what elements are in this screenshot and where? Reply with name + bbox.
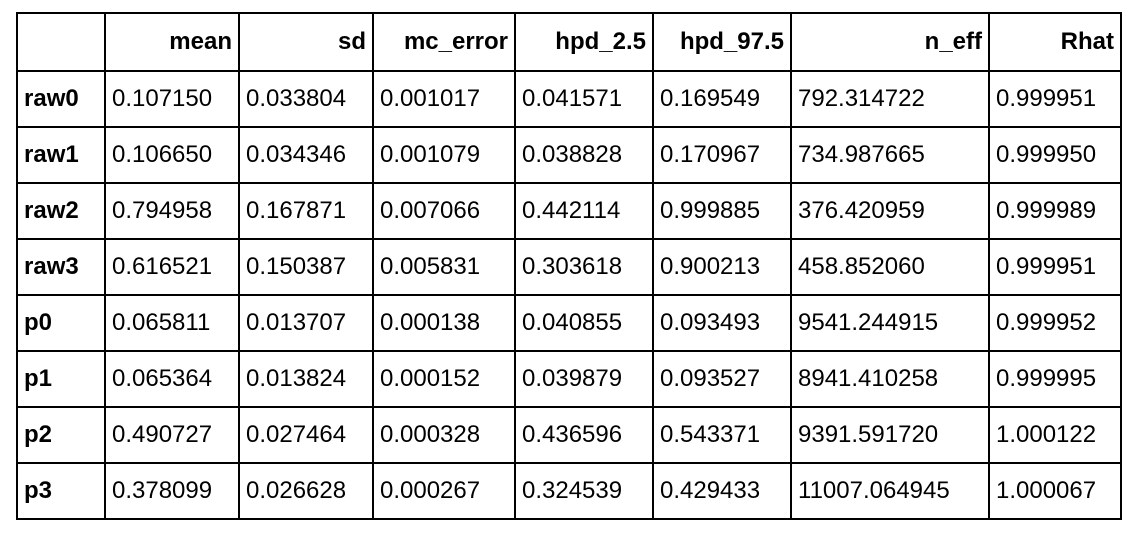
table-row: p3 0.378099 0.026628 0.000267 0.324539 0… — [16, 462, 1122, 520]
row-index-cell: p3 — [16, 462, 106, 520]
hpd-97-5-cell: 0.093493 — [652, 294, 792, 352]
sd-cell: 0.033804 — [238, 70, 374, 128]
column-header-hpd-2-5: hpd_2.5 — [514, 12, 654, 72]
hpd-97-5-cell: 0.999885 — [652, 182, 792, 240]
n-eff-cell: 8941.410258 — [790, 350, 990, 408]
hpd-2-5-cell: 0.038828 — [514, 126, 654, 184]
hpd-2-5-cell: 0.040855 — [514, 294, 654, 352]
summary-table: mean sd mc_error hpd_2.5 hpd_97.5 n_eff … — [16, 12, 1122, 520]
hpd-97-5-cell: 0.900213 — [652, 238, 792, 296]
hpd-97-5-cell: 0.170967 — [652, 126, 792, 184]
column-header-mean: mean — [104, 12, 240, 72]
row-index-cell: raw2 — [16, 182, 106, 240]
rhat-cell: 0.999952 — [988, 294, 1122, 352]
hpd-2-5-cell: 0.039879 — [514, 350, 654, 408]
n-eff-cell: 9541.244915 — [790, 294, 990, 352]
hpd-97-5-cell: 0.429433 — [652, 462, 792, 520]
column-header-mc-error: mc_error — [372, 12, 516, 72]
column-header-sd: sd — [238, 12, 374, 72]
mc-error-cell: 0.005831 — [372, 238, 516, 296]
table-row: raw2 0.794958 0.167871 0.007066 0.442114… — [16, 182, 1122, 240]
hpd-2-5-cell: 0.324539 — [514, 462, 654, 520]
column-header-hpd-97-5: hpd_97.5 — [652, 12, 792, 72]
row-index-cell: raw0 — [16, 70, 106, 128]
sd-cell: 0.013707 — [238, 294, 374, 352]
rhat-cell: 0.999989 — [988, 182, 1122, 240]
n-eff-cell: 11007.064945 — [790, 462, 990, 520]
sd-cell: 0.167871 — [238, 182, 374, 240]
sd-cell: 0.034346 — [238, 126, 374, 184]
row-index-cell: p0 — [16, 294, 106, 352]
mc-error-cell: 0.007066 — [372, 182, 516, 240]
rhat-cell: 0.999951 — [988, 70, 1122, 128]
mc-error-cell: 0.000138 — [372, 294, 516, 352]
table-row: p1 0.065364 0.013824 0.000152 0.039879 0… — [16, 350, 1122, 408]
mc-error-cell: 0.000152 — [372, 350, 516, 408]
table-row: raw3 0.616521 0.150387 0.005831 0.303618… — [16, 238, 1122, 296]
column-header-rhat: Rhat — [988, 12, 1122, 72]
hpd-2-5-cell: 0.436596 — [514, 406, 654, 464]
mc-error-cell: 0.000328 — [372, 406, 516, 464]
mean-cell: 0.794958 — [104, 182, 240, 240]
hpd-97-5-cell: 0.093527 — [652, 350, 792, 408]
n-eff-cell: 458.852060 — [790, 238, 990, 296]
mean-cell: 0.107150 — [104, 70, 240, 128]
hpd-2-5-cell: 0.442114 — [514, 182, 654, 240]
hpd-97-5-cell: 0.169549 — [652, 70, 792, 128]
sd-cell: 0.027464 — [238, 406, 374, 464]
n-eff-cell: 9391.591720 — [790, 406, 990, 464]
mean-cell: 0.490727 — [104, 406, 240, 464]
mean-cell: 0.106650 — [104, 126, 240, 184]
mean-cell: 0.378099 — [104, 462, 240, 520]
n-eff-cell: 792.314722 — [790, 70, 990, 128]
row-index-cell: p1 — [16, 350, 106, 408]
mean-cell: 0.065364 — [104, 350, 240, 408]
rhat-cell: 0.999951 — [988, 238, 1122, 296]
table-row: raw0 0.107150 0.033804 0.001017 0.041571… — [16, 70, 1122, 128]
n-eff-cell: 376.420959 — [790, 182, 990, 240]
column-header-index — [16, 12, 106, 72]
header-row: mean sd mc_error hpd_2.5 hpd_97.5 n_eff … — [16, 12, 1122, 72]
rhat-cell: 0.999995 — [988, 350, 1122, 408]
mc-error-cell: 0.001017 — [372, 70, 516, 128]
row-index-cell: raw3 — [16, 238, 106, 296]
column-header-n-eff: n_eff — [790, 12, 990, 72]
mean-cell: 0.065811 — [104, 294, 240, 352]
rhat-cell: 0.999950 — [988, 126, 1122, 184]
rhat-cell: 1.000122 — [988, 406, 1122, 464]
table-row: p0 0.065811 0.013707 0.000138 0.040855 0… — [16, 294, 1122, 352]
row-index-cell: raw1 — [16, 126, 106, 184]
mc-error-cell: 0.000267 — [372, 462, 516, 520]
hpd-2-5-cell: 0.303618 — [514, 238, 654, 296]
hpd-97-5-cell: 0.543371 — [652, 406, 792, 464]
sd-cell: 0.150387 — [238, 238, 374, 296]
mc-error-cell: 0.001079 — [372, 126, 516, 184]
table-row: raw1 0.106650 0.034346 0.001079 0.038828… — [16, 126, 1122, 184]
mean-cell: 0.616521 — [104, 238, 240, 296]
rhat-cell: 1.000067 — [988, 462, 1122, 520]
hpd-2-5-cell: 0.041571 — [514, 70, 654, 128]
table-row: p2 0.490727 0.027464 0.000328 0.436596 0… — [16, 406, 1122, 464]
row-index-cell: p2 — [16, 406, 106, 464]
sd-cell: 0.013824 — [238, 350, 374, 408]
n-eff-cell: 734.987665 — [790, 126, 990, 184]
sd-cell: 0.026628 — [238, 462, 374, 520]
